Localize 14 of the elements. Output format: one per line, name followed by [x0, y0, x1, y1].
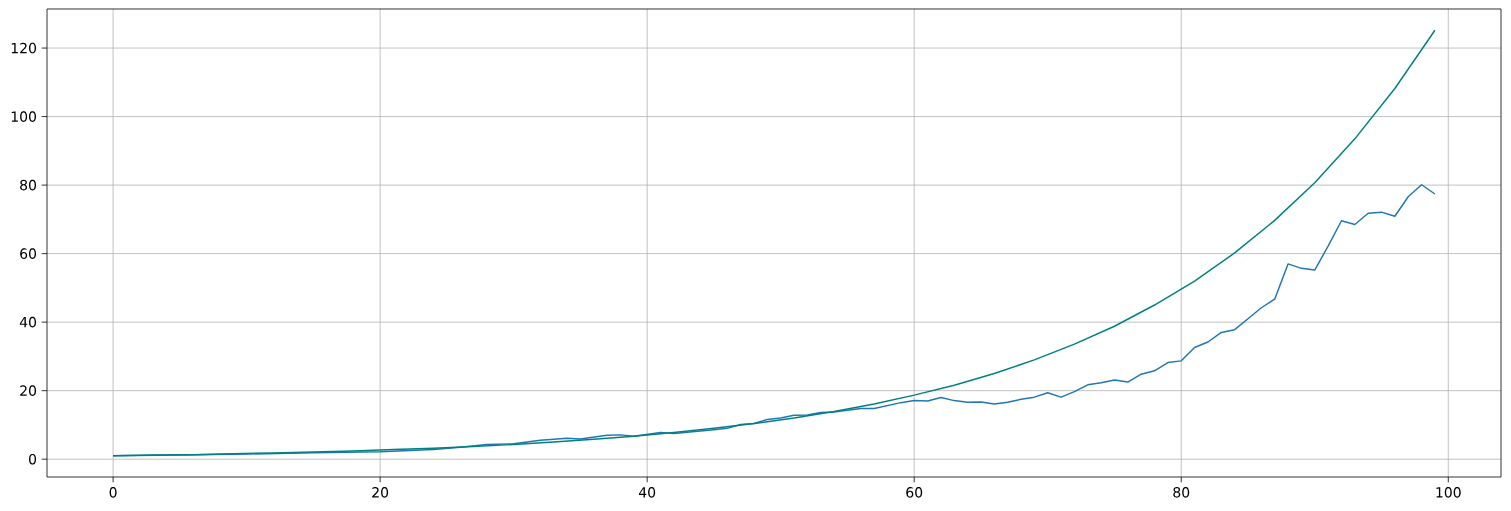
x-tick-label: 60 — [906, 487, 923, 498]
y-tick-label: 120 — [11, 42, 37, 54]
x-tick-label: 0 — [109, 487, 117, 498]
y-tick-label: 20 — [20, 385, 37, 396]
x-tick-label: 100 — [1436, 487, 1461, 498]
x-tick-label: 80 — [1173, 487, 1190, 498]
line-series — [112, 29, 1436, 457]
y-tick-label: 60 — [20, 248, 37, 259]
y-tick-label: 0 — [28, 453, 37, 465]
y-tick-label: 40 — [19, 316, 37, 328]
x-tick-label: 40 — [638, 487, 656, 498]
y-tick-label: 100 — [11, 111, 37, 122]
y-tick-label: 80 — [20, 179, 37, 191]
x-tick-label: 20 — [372, 487, 389, 498]
